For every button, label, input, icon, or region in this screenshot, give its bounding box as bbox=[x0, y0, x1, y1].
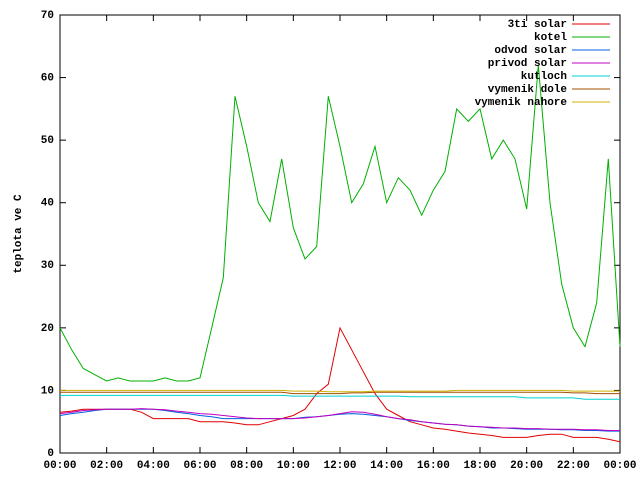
x-tick-label: 10:00 bbox=[277, 460, 310, 472]
x-tick-label: 02:00 bbox=[90, 460, 123, 472]
legend-label: vymenik nahore bbox=[475, 97, 568, 109]
legend-label: privod solar bbox=[488, 58, 567, 70]
legend-label: vymenik dole bbox=[488, 84, 568, 96]
x-tick-label: 14:00 bbox=[370, 460, 403, 472]
plot-frame bbox=[59, 14, 621, 454]
series-line bbox=[60, 391, 620, 395]
series-line bbox=[60, 394, 620, 400]
series-line bbox=[59, 326, 621, 443]
series-line bbox=[59, 408, 620, 431]
legend-label: kotel bbox=[534, 32, 567, 44]
x-tick-label: 08:00 bbox=[230, 460, 263, 472]
y-tick-label: 10 bbox=[41, 385, 54, 397]
x-tick-label: 22:00 bbox=[557, 460, 590, 472]
legend-label: 3ti solar bbox=[508, 19, 567, 31]
y-tick-label: 30 bbox=[41, 260, 54, 272]
x-tick-label: 18:00 bbox=[463, 460, 496, 472]
y-tick-label: 0 bbox=[47, 448, 54, 460]
x-tick-label: 20:00 bbox=[510, 460, 543, 472]
series-line bbox=[60, 389, 620, 393]
legend-label: odvod solar bbox=[494, 45, 567, 57]
x-tick-label: 16:00 bbox=[417, 460, 450, 472]
x-tick-label: 12:00 bbox=[323, 460, 356, 472]
x-tick-label: 00:00 bbox=[603, 460, 636, 472]
y-tick-label: 50 bbox=[41, 135, 54, 147]
y-tick-label: 70 bbox=[41, 10, 54, 22]
y-tick-label: 20 bbox=[41, 323, 54, 335]
x-tick-label: 00:00 bbox=[43, 460, 76, 472]
y-axis-label: teplota ve C bbox=[13, 194, 25, 274]
x-tick-label: 04:00 bbox=[137, 460, 170, 472]
x-tick-label: 06:00 bbox=[183, 460, 216, 472]
series-line bbox=[59, 65, 621, 382]
y-tick-label: 40 bbox=[41, 198, 54, 210]
y-tick-label: 60 bbox=[41, 72, 54, 84]
legend-label: kutloch bbox=[521, 71, 567, 83]
